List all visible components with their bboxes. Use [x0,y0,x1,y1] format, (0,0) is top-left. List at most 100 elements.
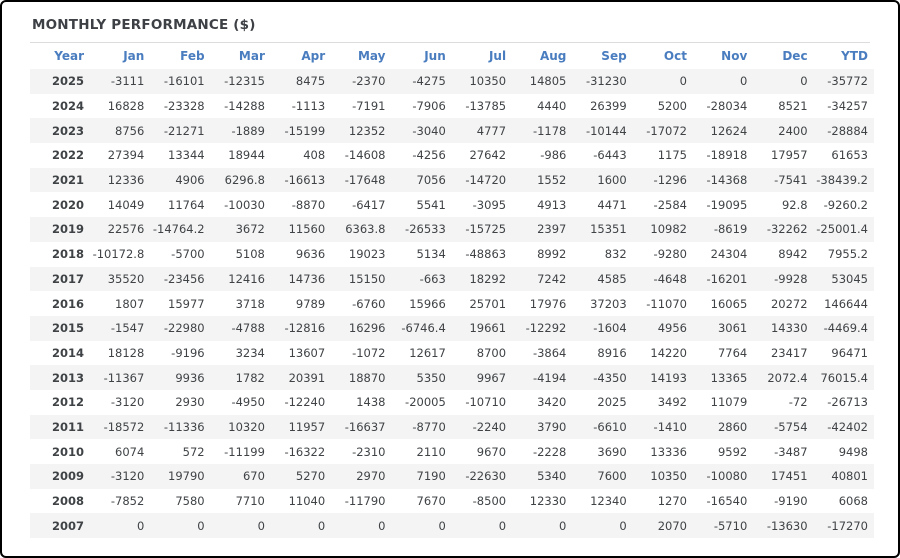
value-cell: -15725 [465,222,507,237]
table-row: 2024 16828 -23328 -14288 -1113 -7191 -7906 -137… [30,93,874,119]
value-cell: 11560 [288,222,326,237]
value-cell: -8500 [472,494,507,509]
year-cell: 2019 [51,222,84,237]
value-cell: 17976 [529,296,567,311]
value-cell: -1889 [231,123,265,138]
value-cell: -8870 [291,197,326,212]
value-cell: -16540 [706,494,748,509]
value-cell: 2110 [416,444,446,459]
value-cell: -14720 [465,173,507,188]
value-cell: 408 [303,148,326,163]
value-cell: -4275 [412,74,446,89]
value-cell: 8756 [115,123,145,138]
value-cell: -10030 [224,197,265,212]
value-cell: 146644 [824,296,868,311]
table-row: 2013 -11367 9936 1782 20391 18870 5350 9967 -419… [30,365,874,390]
value-cell: -4350 [593,370,627,385]
column-header-year: Year [54,49,84,63]
table-row: 2008 -7852 7580 7710 11040 -11790 7670 -8500 123… [30,488,874,514]
value-cell: -9190 [774,494,808,509]
value-cell: 20272 [770,296,808,311]
value-cell: 5134 [416,247,446,262]
value-cell: 17451 [770,469,808,484]
value-cell: 9789 [295,296,326,311]
table-row: 2018 -10172.8 -5700 5108 9636 19023 5134 -48863… [30,241,874,267]
value-cell: -17270 [827,518,868,533]
value-cell: -7541 [774,173,808,188]
value-cell: -19095 [706,197,748,212]
value-cell: 6074 [115,444,145,459]
value-cell: -17648 [344,173,386,188]
value-cell: 0 [257,518,265,533]
value-cell: -3040 [412,123,446,138]
table-row: 2020 14049 11764 -10030 -8870 -6417 5541 -3095 4… [30,192,874,218]
monthly-performance-table: Year Jan Feb Mar Apr May Jun Jul Aug Sep Oct Nov Dec… [30,43,874,539]
year-cell: 2022 [51,148,84,163]
value-cell: 7056 [416,173,446,188]
value-cell: -11070 [646,296,687,311]
value-cell: 25701 [469,296,507,311]
value-cell: 16065 [710,296,748,311]
value-cell: -22980 [163,321,205,336]
value-cell: -14288 [224,99,265,114]
value-cell: 14193 [650,370,687,385]
value-cell: 15150 [348,271,386,286]
value-cell: -9280 [653,247,687,262]
value-cell: 0 [800,74,808,89]
table-row: 2019 22576 -14764.2 3672 11560 6363.8 -26533 -1… [30,217,874,242]
value-cell: 11957 [288,419,326,434]
page-title: MONTHLY PERFORMANCE ($) [32,17,256,33]
value-cell: -9196 [171,345,205,360]
value-cell: 13607 [288,345,326,360]
value-cell: 7190 [416,469,446,484]
value-cell: -4256 [412,148,446,163]
value-cell: -18918 [706,148,748,163]
value-cell: 13336 [650,444,687,459]
value-cell: 14049 [107,197,145,212]
value-cell: -3111 [110,74,145,89]
value-cell: -48863 [465,247,507,262]
value-cell: -1410 [653,419,687,434]
value-cell: -26713 [827,395,868,410]
year-cell: 2013 [51,370,84,385]
year-cell: 2015 [51,321,84,336]
value-cell: 11079 [710,395,748,410]
value-cell: 6068 [838,494,868,509]
value-cell: -986 [540,148,567,163]
value-cell: 37203 [590,296,627,311]
value-cell: 9967 [476,370,507,385]
value-cell: 7242 [537,271,567,286]
value-cell: 76015.4 [820,370,868,385]
value-cell: 1807 [115,296,145,311]
value-cell: 15351 [590,222,627,237]
value-cell: 9936 [175,370,205,385]
value-cell: -32262 [766,222,808,237]
value-cell: -16201 [706,271,748,286]
value-cell: 7955.2 [827,247,868,262]
column-header-apr: Apr [301,49,326,63]
value-cell: 18944 [228,148,265,163]
value-cell: 2397 [537,222,567,237]
year-cell: 2007 [51,518,84,533]
table-row: 2010 6074 572 -11199 -16322 -2310 2110 9670 -222… [30,439,874,464]
value-cell: -10710 [465,395,507,410]
value-cell: 16296 [348,321,386,336]
value-cell: -17072 [646,123,687,138]
value-cell: -6746.4 [401,321,446,336]
value-cell: 0 [197,518,205,533]
value-cell: -13630 [766,518,808,533]
value-cell: 8700 [476,345,507,360]
value-cell: 18870 [348,370,386,385]
value-cell: -21271 [163,123,205,138]
value-cell: -11367 [103,370,145,385]
column-header-oct: Oct [663,49,687,63]
value-cell: 1600 [597,173,627,188]
column-header-sep: Sep [601,49,627,63]
value-cell: 12336 [107,173,145,188]
value-cell: -38439.2 [816,173,868,188]
value-cell: -3120 [110,395,145,410]
value-cell: 1270 [657,494,687,509]
value-cell: -1178 [532,123,567,138]
value-cell: 40801 [831,469,868,484]
column-header-ytd: YTD [841,49,868,63]
